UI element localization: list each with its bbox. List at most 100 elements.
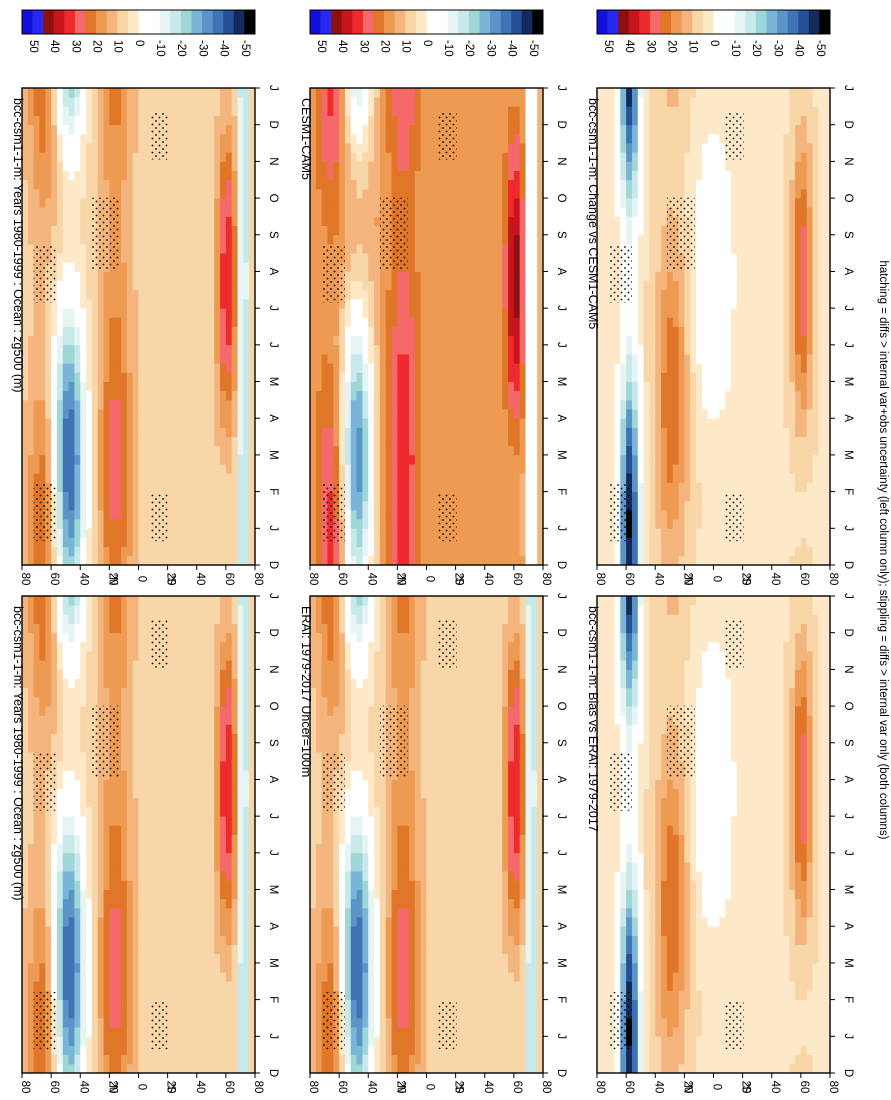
heat-cell [202, 944, 209, 955]
heat-cell [56, 623, 64, 634]
heat-cell [167, 298, 174, 309]
heat-cell [56, 280, 64, 291]
heat-cell [190, 88, 198, 98]
heat-cell [51, 953, 58, 964]
heat-cell [91, 308, 99, 318]
heat-cell [45, 889, 52, 900]
heat-cell [74, 555, 81, 566]
heat-cell [22, 981, 29, 991]
heat-cell [144, 124, 151, 135]
heat-cell [185, 399, 192, 410]
heat-cell [173, 234, 180, 245]
heat-cell [138, 381, 145, 392]
heat-cell [91, 298, 99, 309]
heat-cell [51, 298, 58, 309]
heat-cell [167, 907, 174, 918]
heat-cell [214, 898, 221, 909]
heat-cell [179, 596, 186, 606]
heat-cell [74, 179, 81, 190]
heat-cell [27, 871, 35, 881]
heat-cell [310, 1054, 317, 1065]
heat-cell [103, 335, 110, 346]
heat-cell [132, 1036, 139, 1046]
heat-cell [132, 742, 139, 753]
heat-cell [39, 454, 46, 465]
heat-cell [214, 990, 221, 1001]
heat-cell [39, 207, 46, 217]
heat-cell [86, 454, 93, 465]
colorbar-swatch [202, 10, 213, 34]
heat-cell [155, 917, 163, 927]
heat-cell [103, 326, 110, 337]
heat-cell [109, 473, 116, 483]
heat-cell [150, 298, 157, 309]
heat-cell [138, 862, 145, 872]
heat-cell [327, 972, 334, 982]
heat-cell [231, 409, 238, 419]
heat-cell [39, 106, 46, 116]
heat-cell [45, 225, 52, 236]
heat-cell [126, 641, 134, 652]
heat-cell [202, 500, 209, 511]
heat-cell [167, 188, 174, 199]
heat-cell [220, 289, 227, 300]
heat-cell [27, 115, 35, 126]
heat-cell [344, 1045, 352, 1056]
heat-cell [144, 898, 151, 909]
heat-cell [45, 390, 52, 401]
heat-cell [190, 605, 198, 615]
heat-cell [161, 706, 169, 716]
heat-cell [350, 761, 357, 771]
heat-cell [196, 1063, 203, 1074]
heat-cell [350, 1045, 357, 1056]
heat-cell [45, 124, 52, 135]
heat-cell [68, 816, 75, 826]
heat-cell [237, 962, 244, 973]
heat-cell [167, 862, 174, 872]
heat-cell [62, 216, 69, 226]
heat-cell [150, 614, 157, 624]
heat-cell [138, 399, 145, 410]
heat-cell [62, 999, 69, 1010]
colorbar-label: 40 [48, 40, 60, 53]
heat-cell [208, 852, 215, 863]
heat-cell [231, 418, 238, 428]
heat-cell [39, 651, 46, 661]
heat-cell [97, 161, 104, 171]
heat-cell [51, 935, 58, 945]
heat-cell [196, 632, 203, 643]
heat-cell [56, 335, 64, 346]
heat-cell [109, 372, 116, 382]
heat-cell [208, 298, 215, 309]
heat-cell [161, 454, 169, 465]
heat-cell [62, 454, 69, 465]
heat-cell [22, 917, 29, 927]
heat-cell [33, 143, 40, 153]
heat-cell [132, 852, 139, 863]
heat-cell [243, 363, 250, 373]
heat-cell [121, 363, 128, 373]
heat-cell [39, 225, 46, 236]
heat-cell [27, 962, 35, 973]
month-tick-label: M [267, 958, 279, 968]
heat-cell [27, 1008, 35, 1019]
heat-cell [68, 1027, 75, 1037]
heat-cell [202, 473, 209, 483]
heat-cell [374, 825, 381, 835]
heat-cell [56, 605, 64, 615]
heat-cell [196, 97, 203, 107]
heat-cell [362, 990, 369, 1001]
heat-cell [121, 509, 128, 520]
heat-cell [202, 225, 209, 236]
heat-cell [167, 537, 174, 548]
heat-cell [339, 742, 346, 753]
heat-cell [97, 335, 104, 346]
heat-cell [126, 706, 134, 716]
heat-cell [185, 271, 192, 282]
heat-cell [161, 546, 169, 557]
heat-cell [103, 271, 110, 282]
heat-cell [249, 724, 256, 734]
heat-cell [196, 317, 203, 327]
heat-cell [27, 852, 35, 863]
heat-cell [97, 454, 104, 465]
